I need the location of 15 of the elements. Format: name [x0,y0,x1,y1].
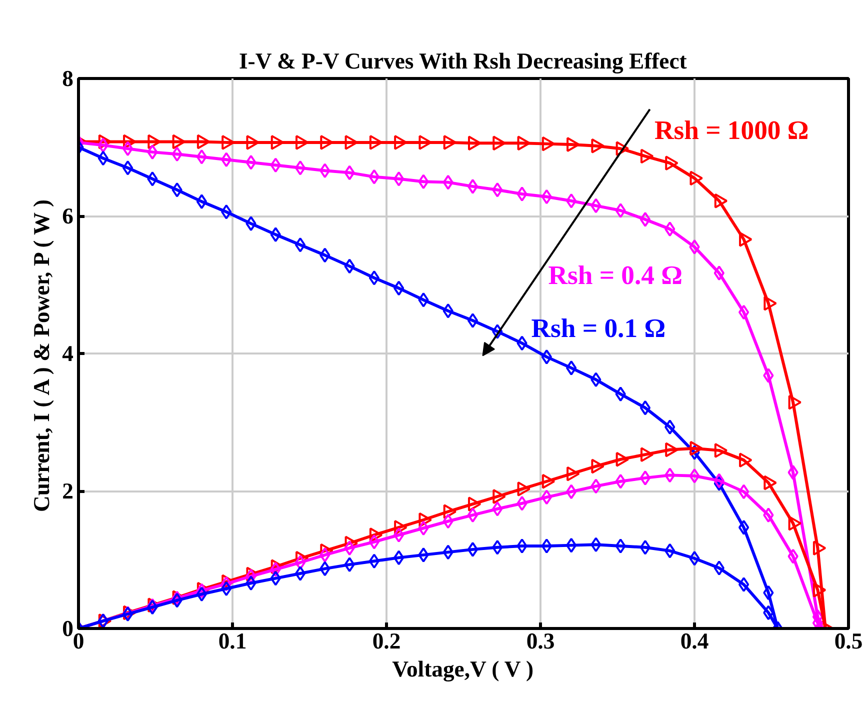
series-label: Rsh = 0.1 Ω [531,313,666,344]
y-tick-label: 6 [62,204,74,228]
y-tick-label: 4 [62,341,74,366]
x-axis-title: Voltage,V ( V ) [392,656,534,682]
y-axis-title: Current, I ( A ) & Power, P ( W ) [29,200,54,512]
x-tick-label: 0.5 [834,628,863,654]
y-tick-label: 8 [62,66,74,91]
series-label: Rsh = 1000 Ω [654,115,809,146]
x-tick-label: 0.4 [680,628,709,654]
y-tick-label: 2 [62,478,74,504]
chart-title: I-V & P-V Curves With Rsh Decreasing Effect [238,48,688,74]
x-tick-label: 0.1 [218,628,247,654]
x-tick-label: 0.3 [526,628,555,654]
x-tick-label: 0.2 [372,628,401,654]
series-label: Rsh = 0.4 Ω [548,260,682,290]
